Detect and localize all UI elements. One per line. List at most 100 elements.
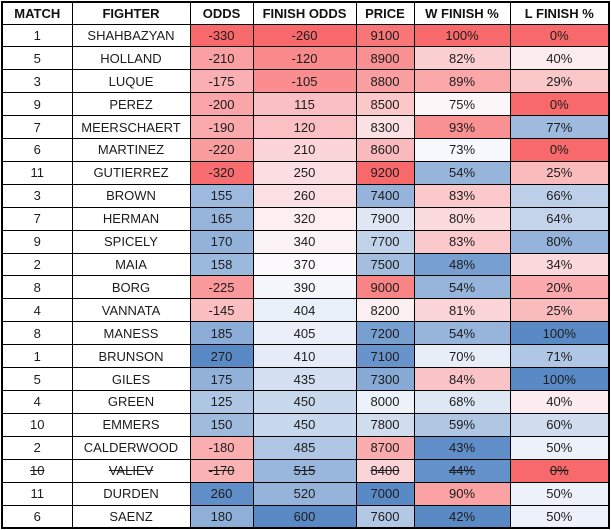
cell-l_finish: 100% [509, 321, 610, 346]
column-header-odds: ODDS [189, 1, 254, 25]
table-row: 2 MAIA 158 370 7500 48% 34% [1, 252, 610, 277]
cell-odds: 125 [189, 390, 254, 414]
cell-fighter: MAIA [71, 252, 191, 277]
cell-match: 2 [1, 252, 73, 277]
column-header-fighter: FIGHTER [71, 1, 191, 25]
table-row: 10 EMMERS 150 450 7800 59% 60% [1, 412, 610, 437]
cell-l_finish: 77% [509, 115, 610, 140]
cell-l_finish: 60% [509, 412, 610, 437]
cell-l_finish: 50% [509, 435, 610, 460]
cell-fighter: BROWN [71, 183, 191, 208]
cell-l_finish: 40% [509, 46, 610, 71]
cell-price: 7800 [355, 412, 415, 437]
cell-price: 8900 [355, 46, 415, 71]
cell-match: 11 [1, 481, 73, 506]
cell-w_finish: 54% [413, 275, 511, 300]
cell-price: 8000 [355, 390, 415, 414]
table-body: 1 SHAHBAZYAN -330 -260 9100 100% 0% 5 HOLLAND -21… [1, 23, 610, 529]
cell-odds: 170 [189, 229, 254, 254]
cell-finish_odds: -105 [252, 69, 357, 94]
cell-price: 8200 [355, 298, 415, 323]
cell-match: 8 [1, 321, 73, 346]
cell-w_finish: 100% [413, 23, 511, 48]
cell-odds: 150 [189, 412, 254, 437]
cell-finish_odds: 600 [252, 504, 357, 529]
cell-w_finish: 68% [413, 390, 511, 414]
cell-match: 5 [1, 46, 73, 71]
cell-price: 8700 [355, 435, 415, 460]
header-row: MATCH FIGHTER ODDS FINISH ODDS PRICE W FINISH… [1, 1, 610, 25]
cell-odds: 175 [189, 367, 254, 391]
cell-w_finish: 59% [413, 412, 511, 437]
cell-odds: 260 [189, 481, 254, 506]
cell-w_finish: 81% [413, 298, 511, 323]
cell-fighter: LUQUE [71, 69, 191, 94]
cell-l_finish: 64% [509, 206, 610, 231]
cell-match: 1 [1, 23, 73, 48]
cell-price: 8800 [355, 69, 415, 94]
cell-w_finish: 73% [413, 138, 511, 162]
cell-finish_odds: 515 [252, 458, 357, 483]
cell-odds: -190 [189, 115, 254, 140]
cell-l_finish: 50% [509, 504, 610, 529]
cell-w_finish: 44% [413, 458, 511, 483]
cell-l_finish: 40% [509, 390, 610, 414]
cell-match: 2 [1, 435, 73, 460]
cell-price: 9200 [355, 160, 415, 185]
cell-odds: -210 [189, 46, 254, 71]
cell-finish_odds: 390 [252, 275, 357, 300]
cell-price: 8400 [355, 458, 415, 483]
cell-match: 1 [1, 344, 73, 369]
cell-odds: 158 [189, 252, 254, 277]
cell-finish_odds: 404 [252, 298, 357, 323]
table-header: MATCH FIGHTER ODDS FINISH ODDS PRICE W FINISH… [1, 1, 610, 25]
cell-w_finish: 75% [413, 92, 511, 117]
cell-w_finish: 70% [413, 344, 511, 369]
cell-w_finish: 90% [413, 481, 511, 506]
cell-finish_odds: 485 [252, 435, 357, 460]
cell-match: 7 [1, 206, 73, 231]
cell-l_finish: 80% [509, 229, 610, 254]
cell-odds: -225 [189, 275, 254, 300]
cell-l_finish: 0% [509, 92, 610, 117]
cell-finish_odds: 320 [252, 206, 357, 231]
cell-odds: -330 [189, 23, 254, 48]
table-row: 11 GUTIERREZ -320 250 9200 54% 25% [1, 160, 610, 185]
cell-fighter: MARTINEZ [71, 138, 191, 162]
cell-odds: -145 [189, 298, 254, 323]
cell-match: 11 [1, 160, 73, 185]
cell-match: 9 [1, 92, 73, 117]
cell-odds: -320 [189, 160, 254, 185]
cell-finish_odds: -260 [252, 23, 357, 48]
cell-finish_odds: 260 [252, 183, 357, 208]
table-row: 1 BRUNSON 270 410 7100 70% 71% [1, 344, 610, 369]
cell-finish_odds: 435 [252, 367, 357, 391]
cell-fighter: SPICELY [71, 229, 191, 254]
cell-match: 4 [1, 390, 73, 414]
cell-odds: -180 [189, 435, 254, 460]
cell-fighter: VANNATA [71, 298, 191, 323]
table-row: 11 DURDEN 260 520 7000 90% 50% [1, 481, 610, 506]
column-header-finish_odds: FINISH ODDS [252, 1, 357, 25]
cell-w_finish: 43% [413, 435, 511, 460]
cell-match: 3 [1, 69, 73, 94]
column-header-price: PRICE [355, 1, 415, 25]
cell-odds: -220 [189, 138, 254, 162]
cell-price: 7000 [355, 481, 415, 506]
cell-finish_odds: -120 [252, 46, 357, 71]
cell-l_finish: 0% [509, 458, 610, 483]
cell-price: 8600 [355, 138, 415, 162]
cell-match: 6 [1, 504, 73, 529]
cell-odds: -170 [189, 458, 254, 483]
cell-l_finish: 0% [509, 138, 610, 162]
cell-finish_odds: 410 [252, 344, 357, 369]
table-row: 4 GREEN 125 450 8000 68% 40% [1, 390, 610, 414]
cell-l_finish: 71% [509, 344, 610, 369]
cell-fighter: SHAHBAZYAN [71, 23, 191, 48]
cell-l_finish: 34% [509, 252, 610, 277]
table-row: 10 VALIEV -170 515 8400 44% 0% [1, 458, 610, 483]
cell-match: 6 [1, 138, 73, 162]
cell-w_finish: 80% [413, 206, 511, 231]
cell-fighter: SAENZ [71, 504, 191, 529]
cell-match: 7 [1, 115, 73, 140]
